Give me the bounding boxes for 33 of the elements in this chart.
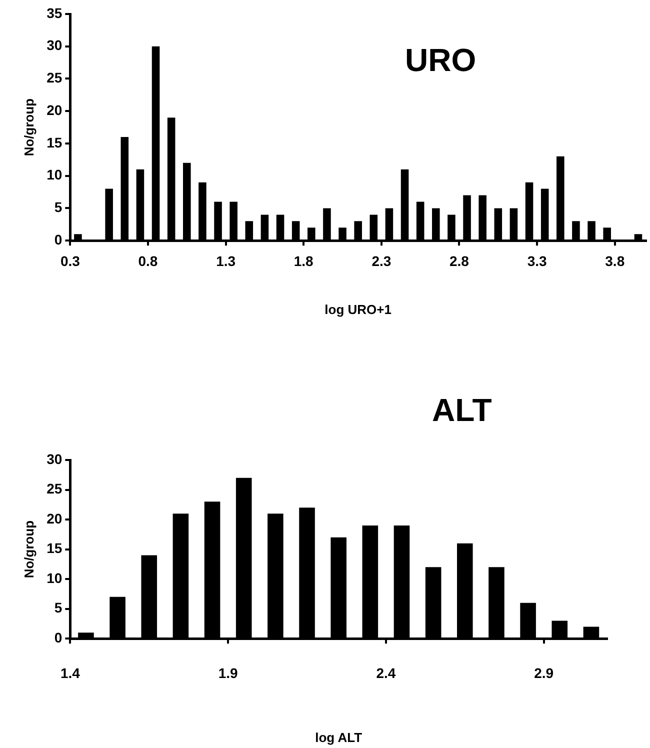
x-tick-label: 1.8 — [294, 252, 314, 269]
x-tick-label: 2.8 — [450, 252, 470, 269]
y-tick-label: 20 — [46, 102, 62, 118]
text: URO — [405, 42, 476, 79]
x-axis-title: log ALT — [315, 730, 362, 745]
y-tick-label: 30 — [46, 37, 62, 54]
chart-title: ALT — [432, 392, 492, 429]
x-tick-label: 2.3 — [372, 252, 392, 269]
y-tick-label: 0 — [54, 231, 62, 248]
y-tick-label: 15 — [46, 540, 62, 556]
y-tick-label: 10 — [46, 570, 62, 586]
y-tick-label: 5 — [54, 199, 62, 216]
y-tick-label: 35 — [46, 4, 62, 21]
x-tick-label: 1.9 — [218, 664, 238, 681]
x-tick-label: 0.8 — [138, 252, 158, 269]
x-tick-label: 1.4 — [60, 664, 80, 681]
x-tick-label: 0.3 — [60, 252, 80, 269]
x-tick-label: 3.3 — [527, 252, 547, 269]
y-tick-label: 0 — [54, 629, 62, 646]
x-tick-label: 2.9 — [534, 664, 554, 681]
y-tick-label: 30 — [46, 450, 62, 467]
x-tick-label: 1.3 — [216, 252, 236, 269]
x-tick-label: 3.8 — [605, 252, 625, 269]
y-tick-label: 25 — [46, 70, 62, 86]
y-tick-label: 15 — [46, 134, 62, 150]
x-tick-label: 2.4 — [376, 664, 396, 681]
y-tick-label: 5 — [54, 600, 62, 616]
y-axis-title: No/group — [21, 520, 36, 578]
y-tick-label: 20 — [46, 510, 62, 526]
y-axis-title: No/group — [21, 98, 36, 156]
x-axis-title: log URO+1 — [324, 302, 392, 317]
y-tick-label: 10 — [46, 166, 62, 183]
y-tick-label: 25 — [46, 480, 62, 497]
